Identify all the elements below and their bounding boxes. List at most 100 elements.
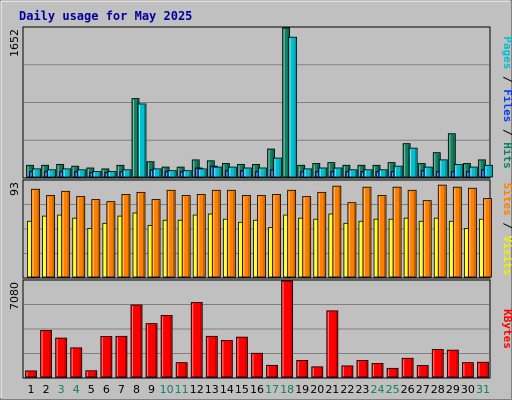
x-tick-label: 18 bbox=[280, 383, 294, 396]
bar-pages-day-16 bbox=[258, 167, 267, 178]
bar-pages-day-3 bbox=[62, 168, 72, 178]
x-tick-label: 24 bbox=[371, 383, 385, 396]
bar-sites-day-26 bbox=[407, 189, 417, 278]
bar-kbytes-day-23 bbox=[356, 360, 369, 378]
bar-kbytes-day-25 bbox=[386, 367, 399, 378]
x-tick-label: 1 bbox=[28, 383, 35, 396]
bar-pages-day-2 bbox=[47, 169, 56, 178]
x-tick-label: 3 bbox=[58, 383, 65, 396]
x-tick-label: 12 bbox=[190, 383, 204, 396]
bar-kbytes-day-4 bbox=[70, 347, 83, 378]
bar-pages-day-1 bbox=[32, 168, 41, 178]
chart-title: Daily usage for May 2025 bbox=[19, 9, 192, 23]
bar-sites-day-18 bbox=[287, 189, 297, 278]
bar-pages-day-31 bbox=[484, 164, 493, 178]
bar-sites-day-3 bbox=[61, 190, 71, 278]
bar-kbytes-day-8 bbox=[130, 304, 143, 378]
bar-sites-day-8 bbox=[136, 191, 146, 278]
x-tick-label: 8 bbox=[133, 383, 140, 396]
bar-kbytes-day-17 bbox=[266, 364, 278, 378]
bar-sites-day-28 bbox=[437, 184, 447, 278]
y-axis-label: Sites / Visits bbox=[501, 183, 512, 276]
bar-pages-day-8 bbox=[137, 103, 147, 178]
x-tick-label: 4 bbox=[73, 383, 80, 396]
bar-kbytes-day-16 bbox=[251, 352, 263, 378]
y-axis-label: KBytes bbox=[501, 309, 512, 349]
x-tick-label: 2 bbox=[43, 383, 50, 396]
bar-sites-day-11 bbox=[181, 195, 191, 278]
x-tick-label: 29 bbox=[446, 383, 460, 396]
x-tick-label: 26 bbox=[401, 383, 415, 396]
bar-pages-day-13 bbox=[212, 166, 222, 178]
bar-kbytes-day-28 bbox=[431, 349, 444, 378]
y-axis-label-part: KBytes bbox=[501, 309, 512, 349]
bar-kbytes-day-10 bbox=[160, 315, 173, 378]
bar-kbytes-day-11 bbox=[175, 362, 188, 378]
x-tick-label: 7 bbox=[118, 383, 125, 396]
bar-kbytes-day-14 bbox=[220, 339, 233, 378]
bar-pages-day-19 bbox=[303, 168, 313, 178]
bar-pages-day-15 bbox=[243, 167, 252, 178]
bar-kbytes-day-15 bbox=[236, 336, 248, 378]
bar-kbytes-day-27 bbox=[416, 365, 429, 378]
y-max-label: 1652 bbox=[8, 29, 21, 57]
bar-pages-day-22 bbox=[348, 169, 358, 178]
bar-pages-day-17 bbox=[273, 157, 282, 178]
x-tick-label: 30 bbox=[461, 383, 475, 396]
bar-sites-day-20 bbox=[317, 191, 327, 278]
bar-kbytes-day-21 bbox=[326, 310, 339, 378]
bar-pages-day-7 bbox=[122, 169, 132, 178]
bar-pages-day-25 bbox=[393, 165, 403, 178]
bar-kbytes-day-12 bbox=[190, 302, 203, 378]
x-tick-label: 6 bbox=[103, 383, 110, 396]
bar-kbytes-day-3 bbox=[55, 337, 68, 378]
bar-pages-day-14 bbox=[227, 166, 237, 178]
bar-sites-day-30 bbox=[468, 187, 477, 278]
bar-pages-day-4 bbox=[77, 169, 87, 178]
x-tick-label: 14 bbox=[220, 383, 234, 396]
bar-pages-day-26 bbox=[408, 147, 418, 178]
y-axis-label-part: Sites bbox=[501, 183, 512, 216]
bar-sites-day-31 bbox=[483, 198, 492, 278]
y-axis-label-part: Visits bbox=[501, 236, 512, 276]
y-axis-label: Pages / Files / Hits bbox=[501, 36, 512, 169]
bar-sites-day-27 bbox=[422, 200, 432, 278]
bar-sites-day-6 bbox=[106, 201, 116, 278]
bar-kbytes-day-7 bbox=[115, 335, 128, 378]
y-axis-label-part: Pages bbox=[501, 36, 512, 69]
bar-pages-day-9 bbox=[152, 168, 162, 178]
bar-pages-day-21 bbox=[333, 167, 343, 178]
bar-sites-day-23 bbox=[362, 186, 372, 278]
bar-kbytes-day-9 bbox=[145, 323, 158, 378]
bar-sites-day-4 bbox=[76, 196, 86, 278]
chart-panels: 1652 Pages / Files / Hits 93 Sites / Visits… bbox=[8, 26, 512, 379]
bar-pages-day-11 bbox=[182, 170, 192, 178]
bar-kbytes-day-6 bbox=[100, 336, 113, 378]
bar-kbytes-day-29 bbox=[446, 349, 459, 378]
bar-kbytes-day-22 bbox=[341, 365, 354, 378]
bar-pages-day-29 bbox=[453, 163, 463, 178]
bar-pages-day-27 bbox=[423, 166, 433, 178]
x-tick-label: 27 bbox=[416, 383, 430, 396]
bar-sites-day-12 bbox=[196, 194, 206, 278]
bar-pages-day-28 bbox=[438, 159, 448, 178]
bar-sites-day-16 bbox=[257, 195, 266, 278]
bar-sites-day-17 bbox=[272, 194, 281, 278]
bar-pages-day-18 bbox=[288, 36, 298, 178]
bar-sites-day-22 bbox=[347, 202, 357, 278]
x-tick-label: 10 bbox=[160, 383, 174, 396]
bar-pages-day-23 bbox=[363, 169, 373, 178]
bar-sites-day-7 bbox=[121, 194, 131, 278]
bar-pages-day-6 bbox=[107, 171, 117, 178]
bar-kbytes-day-30 bbox=[462, 362, 474, 378]
x-tick-label: 28 bbox=[431, 383, 445, 396]
panel-visits-sites: 93 Sites / Visits bbox=[8, 179, 512, 279]
x-tick-label: 15 bbox=[235, 383, 249, 396]
bar-sites-day-14 bbox=[226, 189, 236, 278]
panel-hits-files-pages: 1652 Pages / Files / Hits bbox=[8, 26, 512, 179]
bar-sites-day-29 bbox=[452, 186, 462, 278]
x-tick-label: 21 bbox=[325, 383, 339, 396]
bar-pages-day-30 bbox=[469, 166, 478, 178]
